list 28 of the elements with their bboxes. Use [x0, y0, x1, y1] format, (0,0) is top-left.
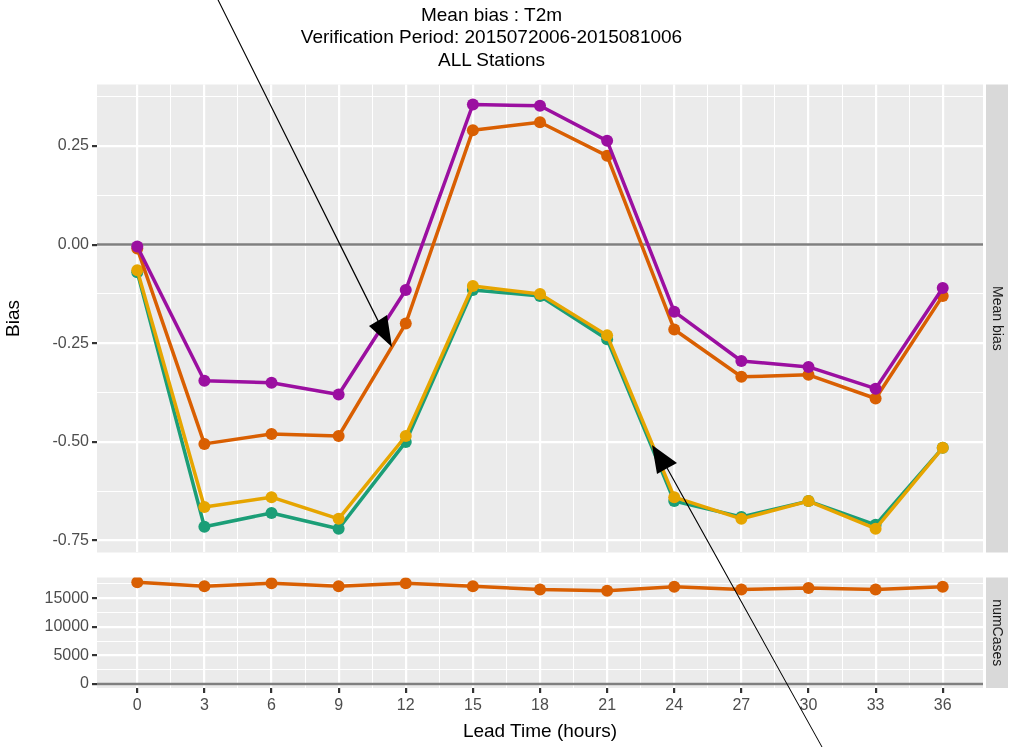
x-tick-label: 15 — [463, 696, 482, 714]
y-tick-label: 15000 — [44, 588, 90, 606]
y-tick-label: 0.00 — [57, 235, 90, 253]
y-axis-title: Bias — [1, 299, 23, 337]
y-tick-label: 10000 — [44, 617, 90, 635]
x-tick-label: 9 — [334, 696, 344, 714]
y-tick-label: -0.25 — [52, 333, 90, 351]
y-tick-label: -0.75 — [52, 530, 90, 548]
x-tick-label: 18 — [531, 696, 549, 714]
x-tick-label: 30 — [799, 696, 818, 714]
x-tick-label: 0 — [132, 696, 142, 714]
x-tick-label: 36 — [933, 696, 952, 714]
x-tick-label: 6 — [267, 696, 277, 714]
chart-title: Mean bias : T2m — [420, 3, 563, 25]
x-tick-label: 33 — [866, 696, 885, 714]
x-axis-title: Lead Time (hours) — [462, 719, 618, 741]
chart-subtitle: Verification Period: 2015072006-2015081006 ALL Stations — [300, 26, 683, 71]
y-tick-label: 0.25 — [57, 136, 90, 154]
y-tick-label: 0 — [80, 674, 90, 692]
x-tick-label: 12 — [396, 696, 415, 714]
text: Mean bias — [990, 286, 1007, 351]
x-tick-label: 24 — [665, 696, 684, 714]
text: numCases — [990, 599, 1007, 667]
x-tick-label: 21 — [598, 696, 617, 714]
y-tick-label: -0.50 — [52, 432, 90, 450]
x-tick-label: 3 — [199, 696, 209, 714]
x-tick-label: 27 — [732, 696, 751, 714]
y-tick-label: 5000 — [53, 645, 90, 663]
